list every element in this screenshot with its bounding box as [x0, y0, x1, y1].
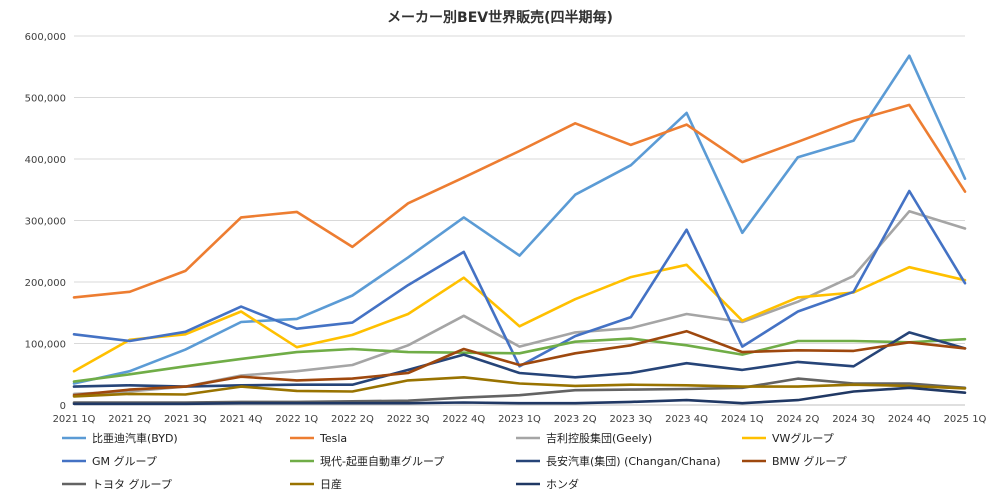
legend-label: 吉利控股集団(Geely): [546, 431, 652, 445]
y-tick-label: 500,000: [25, 94, 66, 105]
series-line: [72, 263, 967, 373]
x-tick-label: 2024 2Q: [777, 414, 820, 425]
x-tick-label: 2023 2Q: [554, 414, 597, 425]
legend-label: GM グループ: [92, 454, 157, 468]
series-line: [72, 375, 967, 398]
legend-label: 比亜迪汽車(BYD): [92, 431, 178, 445]
legend-label: Tesla: [319, 432, 347, 445]
x-tick-label: 2024 3Q: [832, 414, 875, 425]
x-tick-label: 2023 1Q: [498, 414, 541, 425]
chart-title: メーカー別BEV世界販売(四半期毎): [387, 9, 613, 26]
x-tick-label: 2022 2Q: [331, 414, 374, 425]
y-tick-label: 0: [60, 401, 66, 412]
series-line: [72, 386, 967, 406]
x-tick-label: 2021 4Q: [220, 414, 263, 425]
series-layer: [72, 54, 967, 406]
x-tick-label: 2023 3Q: [609, 414, 652, 425]
y-axis-ticks: 0 100,000 200,000 300,000 400,000 500,000 600,…: [25, 32, 66, 412]
x-tick-label: 2024 1Q: [721, 414, 764, 425]
x-axis-ticks: 2021 1Q 2021 2Q 2021 3Q 2021 4Q 2022 1Q 2022 …: [53, 414, 987, 425]
series-line: [72, 331, 967, 388]
series-line: [72, 329, 967, 397]
series-line: [72, 103, 967, 299]
y-tick-label: 400,000: [25, 155, 66, 166]
x-tick-label: 2025 1Q: [944, 414, 987, 425]
legend-label: BMW グループ: [772, 454, 847, 468]
y-tick-label: 200,000: [25, 278, 66, 289]
grid-layer: [74, 35, 965, 406]
series-line: [72, 54, 967, 385]
legend: 比亜迪汽車(BYD) Tesla 吉利控股集団(Geely) VWグループ GM グルー…: [62, 431, 847, 491]
y-tick-label: 300,000: [25, 217, 66, 228]
legend-label: トヨタ グループ: [92, 477, 172, 491]
x-tick-label: 2022 4Q: [442, 414, 485, 425]
legend-label: 長安汽車(集団) (Changan/Chana): [546, 454, 721, 468]
series-line: [72, 337, 967, 383]
y-tick-label: 600,000: [25, 32, 66, 43]
x-tick-label: 2024 4Q: [888, 414, 931, 425]
x-tick-label: 2022 1Q: [275, 414, 318, 425]
legend-label: VWグループ: [772, 431, 834, 445]
x-tick-label: 2021 3Q: [164, 414, 207, 425]
x-tick-label: 2022 3Q: [387, 414, 430, 425]
legend-label: 現代-起亜自動車グループ: [320, 454, 444, 468]
y-tick-label: 100,000: [25, 340, 66, 351]
x-tick-label: 2023 4Q: [665, 414, 708, 425]
x-tick-label: 2021 1Q: [53, 414, 96, 425]
x-tick-label: 2021 2Q: [108, 414, 151, 425]
legend-label: 日産: [320, 478, 342, 491]
legend-label: ホンダ: [546, 477, 579, 491]
